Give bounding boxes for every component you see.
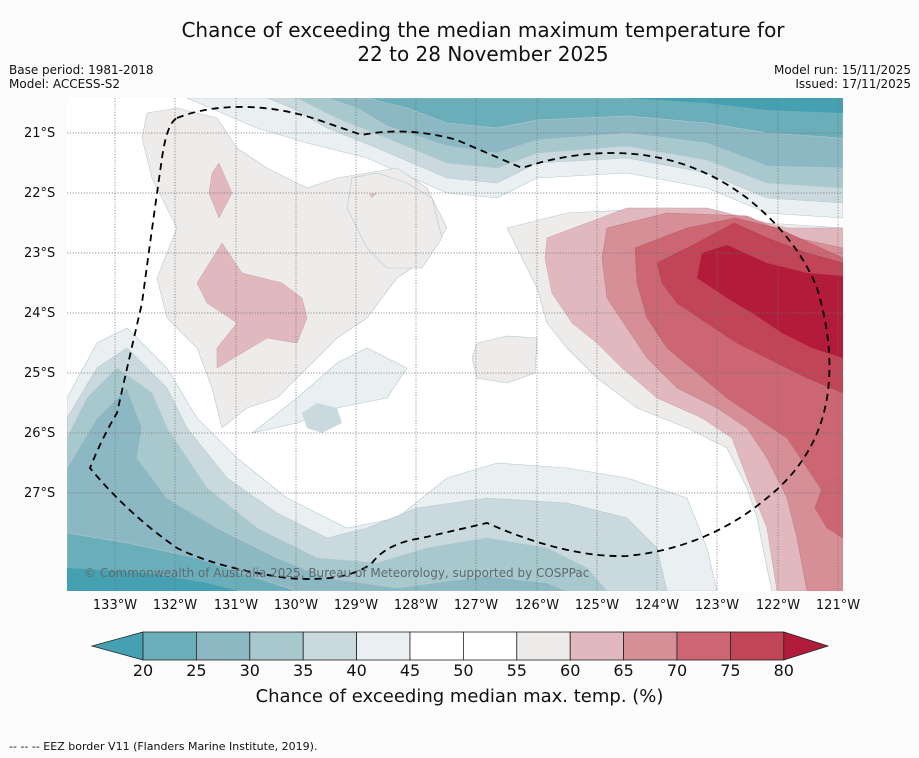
warm-region-west [141, 107, 448, 429]
model-run: Model run: 15/11/2025 [773, 63, 911, 77]
colorbar-arrow-above-80 [783, 631, 830, 661]
lon-label-122: 122°W [755, 598, 801, 613]
band-below-20-south [67, 568, 237, 591]
colorbar-tick-30: 30 [239, 661, 260, 680]
colorbar-cell-c65_70 [623, 631, 678, 661]
colorbar-cell-c25_30 [196, 631, 251, 661]
colorbar-cell-c55_60 [516, 631, 571, 661]
warm-region-east [471, 207, 843, 591]
title-line-1: Chance of exceeding the median maximum t… [181, 18, 785, 42]
colorbar-tick-25: 25 [186, 661, 207, 680]
colorbar-tick-65: 65 [613, 661, 634, 680]
colorbar-tick-40: 40 [346, 661, 367, 680]
colorbar-cell-c70_75 [676, 631, 731, 661]
band-below-20 [407, 98, 843, 113]
band-55-60-center [471, 335, 538, 384]
lon-label-128: 128°W [393, 598, 439, 613]
band-60-65-tiny [369, 193, 377, 198]
colorbar-cell-c75_80 [730, 631, 785, 661]
lat-label-25: 25°S [24, 366, 56, 381]
cold-bands-south [67, 327, 718, 591]
base-period: Base period: 1981-2018 [9, 63, 154, 77]
band-35-40-spot [302, 403, 342, 433]
colorbar-tick-55: 55 [506, 661, 527, 680]
lat-label-26: 26°S [24, 426, 56, 441]
eez-legend-note: -- -- -- EEZ border V11 (Flanders Marine… [9, 740, 318, 753]
band-70-75-south [814, 477, 843, 539]
colorbar-cell-c50_55 [462, 631, 518, 661]
title-line-2: 22 to 28 November 2025 [357, 42, 609, 66]
colorbar-tick-35: 35 [293, 661, 314, 680]
colorbar-cell-c35_40 [302, 631, 357, 661]
colorbar-tick-50: 50 [453, 661, 474, 680]
probability-map [67, 98, 843, 591]
lat-label-21: 21°S [24, 126, 56, 141]
lat-label-24: 24°S [24, 306, 56, 321]
band-25-30-south [67, 387, 568, 591]
lon-label-124: 124°W [634, 598, 680, 613]
lon-label-123: 123°W [694, 598, 740, 613]
lon-label-129: 129°W [333, 598, 379, 613]
lat-label-23: 23°S [24, 246, 56, 261]
copyright-notice: © Commonwealth of Australia 2025, Bureau… [84, 566, 590, 580]
colorbar-cell-c40_45 [356, 631, 411, 661]
colorbar-tick-45: 45 [399, 661, 421, 680]
gridlines [67, 98, 843, 591]
colorbar-tick-70: 70 [666, 661, 688, 680]
lon-label-132: 132°W [152, 598, 198, 613]
colorbar [90, 631, 830, 661]
lat-label-27: 27°S [24, 486, 56, 501]
colorbar-cell-c20_25 [142, 631, 197, 661]
band-60-65-west-b [196, 242, 308, 369]
colorbar-tick-20: 20 [132, 661, 154, 680]
band-20-25 [366, 98, 843, 139]
colorbar-cell-c30_35 [249, 631, 304, 661]
lon-label-130: 130°W [273, 598, 319, 613]
band-60-65-west-a [208, 162, 233, 219]
lon-label-126: 126°W [514, 598, 560, 613]
map-title: Chance of exceeding the median maximum t… [0, 18, 919, 66]
colorbar-tick-75: 75 [720, 661, 741, 680]
colorbar-arrow-below-20 [90, 631, 144, 661]
colorbar-tick-60: 60 [560, 661, 581, 680]
colorbar-cell-c45_50 [409, 631, 464, 661]
issued-date: Issued: 17/11/2025 [795, 77, 911, 91]
colorbar-tick-80: 80 [773, 661, 794, 680]
colorbar-title: Chance of exceeding median max. temp. (%… [255, 686, 664, 707]
model-name: Model: ACCESS-S2 [9, 77, 121, 91]
lon-label-125: 125°W [574, 598, 620, 613]
meta-left: Base period: 1981-2018 Model: ACCESS-S2 [9, 63, 154, 91]
meta-right: Model run: 15/11/2025 Issued: 17/11/2025 [774, 63, 911, 91]
band-above-80-east [697, 245, 843, 358]
colorbar-cell-c60_65 [569, 631, 625, 661]
lon-label-121: 121°W [815, 598, 861, 613]
lon-label-127: 127°W [453, 598, 499, 613]
lat-label-22: 22°S [24, 186, 56, 201]
lon-label-133: 133°W [92, 598, 138, 613]
eez-border [88, 106, 831, 580]
lon-label-131: 131°W [213, 598, 259, 613]
